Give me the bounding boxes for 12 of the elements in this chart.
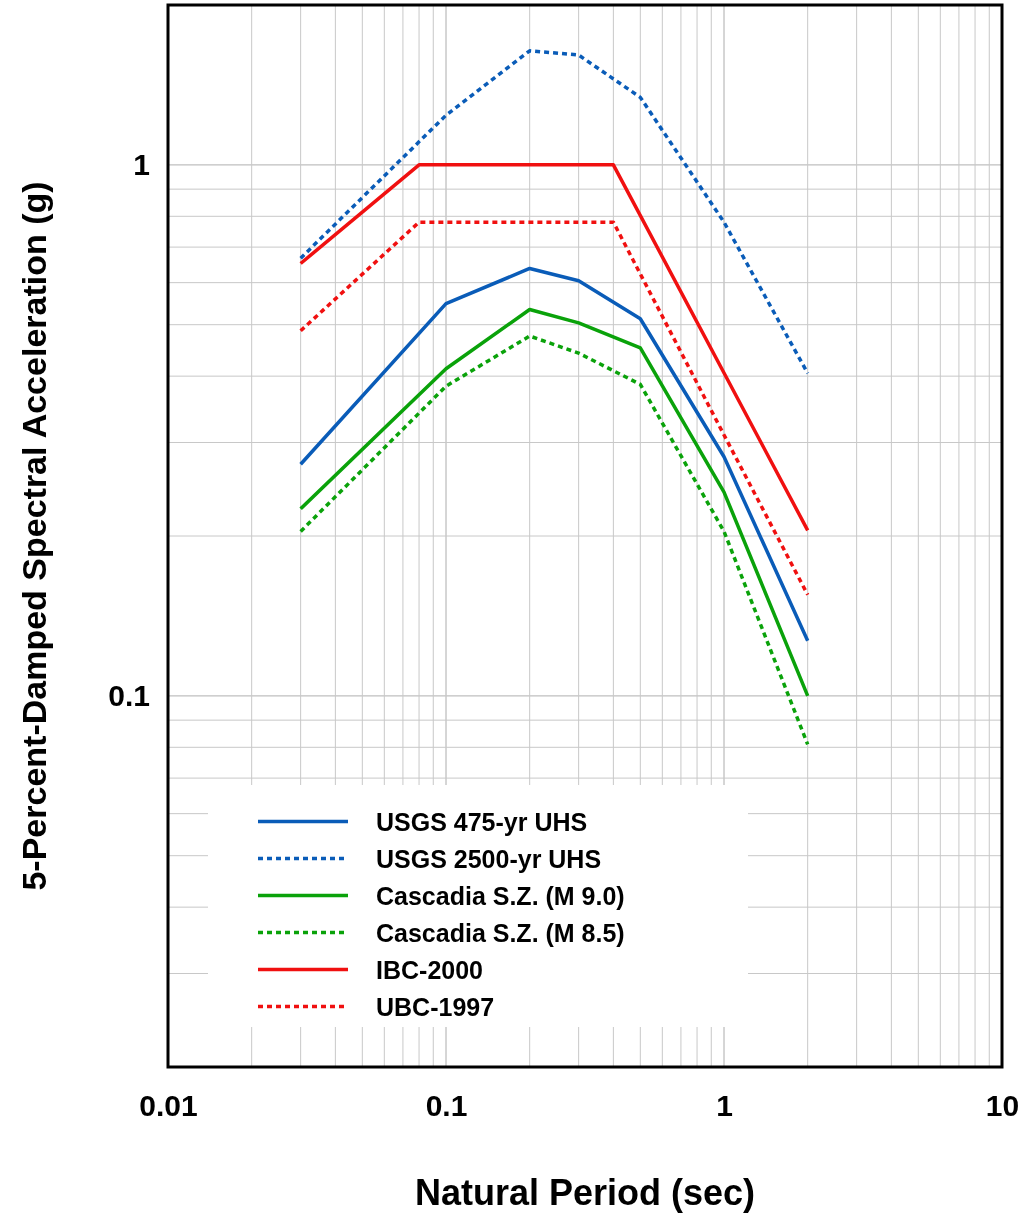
y-axis-title: 5-Percent-Damped Spectral Acceleration (g)	[15, 181, 53, 891]
legend-label: Cascadia S.Z. (M 9.0)	[376, 881, 625, 910]
legend-label: Cascadia S.Z. (M 8.5)	[376, 918, 625, 947]
legend-label: USGS 475-yr UHS	[376, 807, 588, 836]
legend-label: UBC-1997	[376, 992, 495, 1021]
x-axis-title: Natural Period (sec)	[414, 1172, 756, 1213]
x-tick-label: 10	[985, 1089, 1020, 1123]
x-tick-label: 0.01	[139, 1089, 198, 1123]
legend-label: USGS 2500-yr UHS	[376, 844, 602, 873]
x-tick-label: 0.1	[425, 1089, 468, 1123]
x-tick-label: 1	[716, 1089, 733, 1123]
legend-label: IBC-2000	[376, 955, 483, 984]
